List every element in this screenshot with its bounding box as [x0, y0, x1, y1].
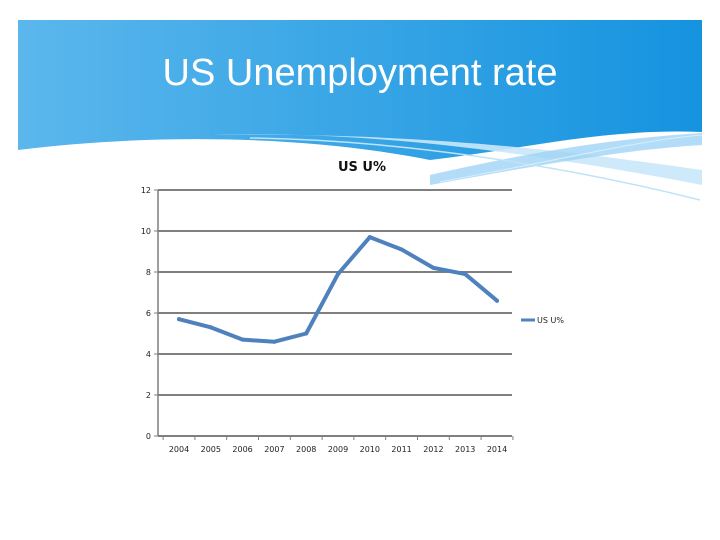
y-tick-label: 12 [141, 186, 151, 195]
y-tick-label: 6 [146, 309, 151, 318]
y-tick-label: 4 [146, 350, 151, 359]
y-tick-label: 10 [141, 227, 151, 236]
data-point [304, 331, 309, 336]
data-point [431, 265, 436, 270]
data-point [177, 317, 181, 322]
x-tick-label: 2014 [487, 445, 507, 454]
x-tick-label: 2009 [328, 445, 348, 454]
x-tick-label: 2010 [360, 445, 380, 454]
x-tick-label: 2011 [391, 445, 411, 454]
x-tick-label: 2006 [232, 445, 252, 454]
y-tick-label: 8 [146, 268, 151, 277]
data-point [367, 235, 372, 240]
x-tick-label: 2012 [423, 445, 443, 454]
data-point [463, 272, 468, 277]
x-tick-label: 2004 [169, 445, 189, 454]
y-tick-label: 0 [146, 432, 151, 441]
data-point [495, 298, 499, 303]
legend-label: US U% [537, 316, 564, 325]
data-point [399, 247, 404, 252]
x-tick-label: 2005 [201, 445, 221, 454]
chart-title: US U% [338, 160, 386, 175]
header-background [18, 20, 703, 201]
x-tick-label: 2007 [264, 445, 284, 454]
data-point [272, 339, 277, 344]
data-point [240, 337, 245, 342]
slide-title: US Unemployment rate [162, 52, 558, 94]
x-tick-label: 2008 [296, 445, 316, 454]
data-point [208, 325, 213, 330]
data-point [336, 272, 340, 277]
series-line [177, 235, 499, 344]
x-tick-label: 2013 [455, 445, 475, 454]
y-tick-label: 2 [146, 391, 151, 400]
